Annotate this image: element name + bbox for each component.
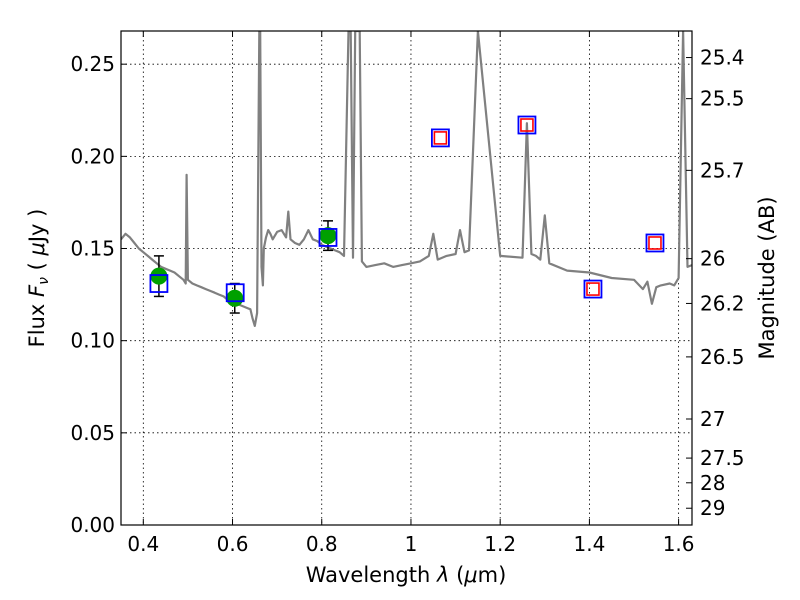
model-point-blue [318,228,338,247]
model-point-blue [583,279,603,299]
x-tick-label: 0.8 [306,532,338,556]
x-axis-label: Wavelength λ (μm) [306,563,507,587]
model-point-blue [645,233,665,253]
model-point-red [433,131,448,145]
observed-point [150,267,168,285]
grid-lines [121,31,692,526]
model-point-blue [225,283,245,303]
mag-tick-label: 26.2 [700,291,745,315]
model-point-red [520,118,534,132]
model-point-blue [431,128,450,148]
mag-tick-label: 28 [700,471,725,495]
spectrum-line [121,31,692,327]
y-tick-label: 0.25 [70,52,115,76]
model-point-red [648,236,662,250]
mag-tick-label: 27 [700,407,725,431]
y-tick-label: 0.20 [70,144,115,168]
x-tick-label: 1 [405,532,418,556]
y-tick-label: 0.05 [70,421,115,445]
model-point-blue [149,274,169,293]
observed-point [226,289,244,307]
y2-axis-label: Magnitude (AB) [755,196,779,359]
x-tick-label: 0.6 [217,532,249,556]
observed-point [319,227,337,245]
x-tick-label: 1.2 [484,532,516,556]
x-tick-label: 1.4 [573,532,605,556]
plot-frame [120,30,693,526]
model-point-red [586,282,600,296]
mag-tick-label: 25.4 [700,46,745,70]
y-tick-label: 0.15 [70,237,115,261]
model-point-blue [517,115,537,135]
mag-tick-label: 26 [700,247,725,271]
x-tick-label: 1.6 [663,532,695,556]
mag-tick-label: 29 [700,496,725,520]
plot-area [121,31,692,327]
mag-tick-label: 27.5 [700,446,745,470]
y-tick-label: 0.10 [70,329,115,353]
x-tick-label: 0.4 [127,532,159,556]
y-tick-label: 0.00 [70,513,115,537]
mag-tick-label: 25.5 [700,87,745,111]
mag-tick-label: 25.7 [700,158,745,182]
mag-tick-label: 26.5 [700,345,745,369]
axes: 0.4 0.6 0.8 1 1.2 1.4 1.6 0.00 0.05 0.10 0.15 0.20 0… [70,31,745,556]
y-axis-label: Flux Fν ( μJy ) [25,209,52,348]
